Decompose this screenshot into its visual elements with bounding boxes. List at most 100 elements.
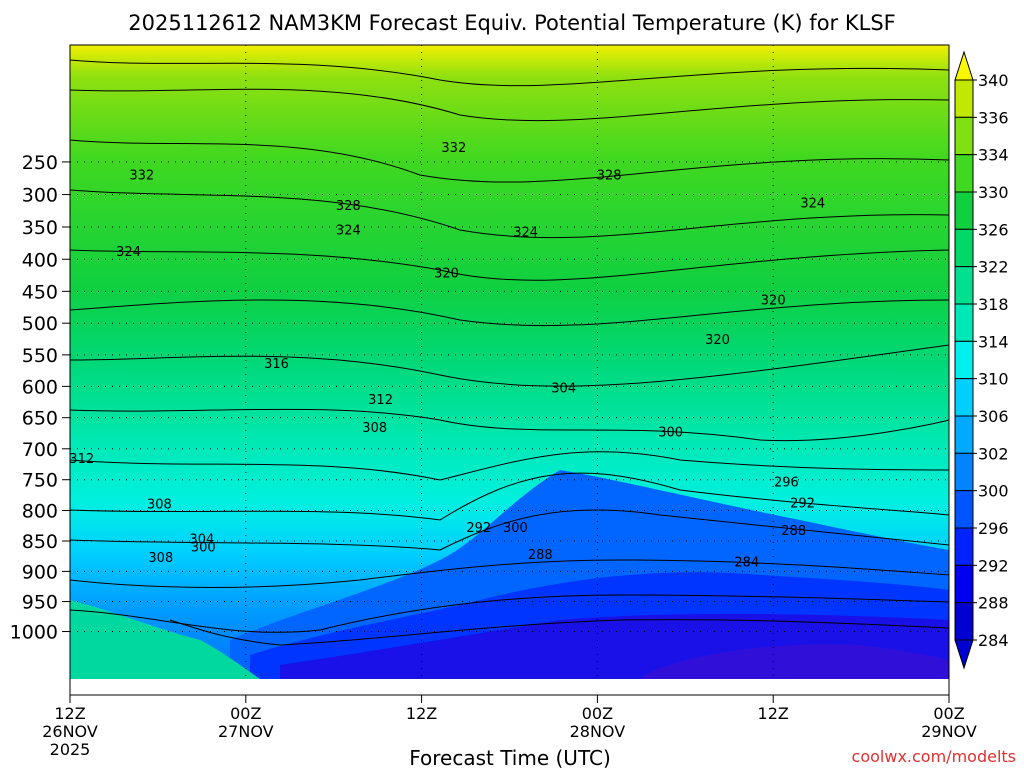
contour-label: 308 — [148, 551, 173, 566]
contour-label: 312 — [368, 393, 393, 408]
contour-label: 304 — [189, 533, 214, 548]
x-axis-label: Forecast Time (UTC) — [409, 746, 611, 768]
ground-strip — [70, 679, 949, 695]
colorbar-swatch — [954, 340, 974, 380]
y-tick-label: 350 — [22, 217, 58, 239]
contour-label: 292 — [790, 496, 815, 511]
y-tick-label: 550 — [22, 345, 58, 367]
contour-label: 288 — [528, 548, 553, 563]
colorbar-label: 292 — [978, 556, 1009, 575]
contour-line — [70, 139, 949, 183]
x-tick-date: 26NOV — [42, 722, 98, 741]
colorbar-label: 322 — [978, 258, 1009, 277]
contour-line — [70, 451, 949, 481]
colorbar-label: 340 — [978, 71, 1009, 90]
colorbar-swatch — [954, 191, 974, 230]
contour-label: 324 — [513, 226, 538, 241]
colorbar-label: 296 — [978, 519, 1009, 538]
y-tick-label: 500 — [22, 313, 58, 335]
x-tick-label: 00Z — [230, 704, 261, 723]
time-gridlines — [70, 45, 949, 679]
credit-text: coolwx.com/modelts — [852, 747, 1016, 766]
colorbar-swatch — [954, 79, 974, 118]
y-tick-label: 900 — [22, 561, 58, 583]
y-tick-label: 1000 — [10, 622, 58, 644]
contour-label: 320 — [761, 294, 786, 309]
colorbar-label: 288 — [978, 594, 1009, 613]
contour-label: 308 — [147, 498, 172, 513]
contour-line — [70, 559, 949, 588]
colorbar: 284 288 292 296 300 302 306 310 314 318 322 326 330 3… — [954, 50, 1009, 670]
colorbar-arrow-top — [954, 50, 974, 81]
contour-label: 300 — [191, 540, 216, 555]
colorbar-label: 334 — [978, 146, 1009, 165]
colorbar-swatch — [954, 378, 974, 417]
x-tick-label: 12Z — [758, 704, 789, 723]
y-tick-label: 450 — [22, 281, 58, 303]
contour-label: 332 — [441, 141, 466, 156]
x-tick-label: 00Z — [582, 704, 613, 723]
contour-label: 328 — [597, 168, 622, 183]
contour-label: 308 — [362, 421, 387, 436]
colorbar-label: 310 — [978, 370, 1009, 389]
colorbar-label: 300 — [978, 482, 1009, 501]
y-tick-label: 650 — [22, 408, 58, 430]
contour-line — [70, 88, 949, 122]
field-region-warm-lowlevel — [70, 600, 260, 679]
contour-label: 320 — [705, 333, 730, 348]
x-tick-date: 27NOV — [218, 722, 274, 741]
contour-label: 316 — [264, 357, 289, 372]
x-tick-label: 00Z — [933, 704, 964, 723]
contour-label: 324 — [336, 224, 361, 239]
y-tick-label: 300 — [22, 185, 58, 207]
plot-border — [69, 44, 950, 696]
contour-line — [70, 509, 949, 551]
contour-line — [70, 594, 949, 633]
y-tick-label: 950 — [22, 592, 58, 614]
contour-label: 332 — [129, 168, 154, 183]
y-tick-label: 750 — [22, 470, 58, 492]
colorbar-arrow-bottom — [954, 639, 974, 670]
colorbar-label: 318 — [978, 295, 1009, 314]
colorbar-label: 306 — [978, 407, 1009, 426]
colorbar-swatch — [954, 452, 974, 492]
contour-label: 284 — [734, 556, 759, 571]
contour-label: 320 — [434, 267, 459, 282]
colorbar-label: 314 — [978, 332, 1009, 351]
contour-label: 304 — [551, 382, 576, 397]
colorbar-swatch — [954, 154, 974, 193]
colorbar-swatch — [954, 266, 974, 305]
colorbar-label: 330 — [978, 183, 1009, 202]
x-tick-date: 29NOV — [921, 722, 977, 741]
colorbar-swatch — [954, 602, 974, 641]
contour-label: 312 — [69, 452, 94, 467]
contour-line — [70, 299, 949, 327]
contour-label: 324 — [116, 245, 141, 260]
colorbar-label: 284 — [978, 631, 1009, 650]
colorbar-swatch — [954, 415, 974, 454]
contour-line — [70, 249, 949, 281]
x-tick-year: 2025 — [50, 740, 91, 759]
y-tick-label: 800 — [22, 500, 58, 522]
colorbar-label: 302 — [978, 444, 1009, 463]
contour-label: 288 — [781, 524, 806, 539]
contour-line — [70, 344, 949, 387]
x-tick-label: 12Z — [54, 704, 85, 723]
y-tick-label: 600 — [22, 376, 58, 398]
colorbar-swatch — [954, 116, 974, 156]
y-tick-label: 700 — [22, 439, 58, 461]
contour-line — [169, 619, 949, 646]
contour-label: 296 — [774, 476, 799, 491]
y-axis: 250 300 350 400 450 500 550 600 650 700 750 800 850 9… — [10, 152, 70, 644]
contour-label: 324 — [800, 196, 825, 211]
colorbar-label: 336 — [978, 108, 1009, 127]
colorbar-swatch — [954, 527, 974, 566]
contour-label: 300 — [658, 425, 683, 440]
contour-label: 300 — [503, 521, 528, 536]
colorbar-swatch — [954, 303, 974, 342]
y-tick-label: 850 — [22, 531, 58, 553]
contour-line — [70, 472, 949, 521]
